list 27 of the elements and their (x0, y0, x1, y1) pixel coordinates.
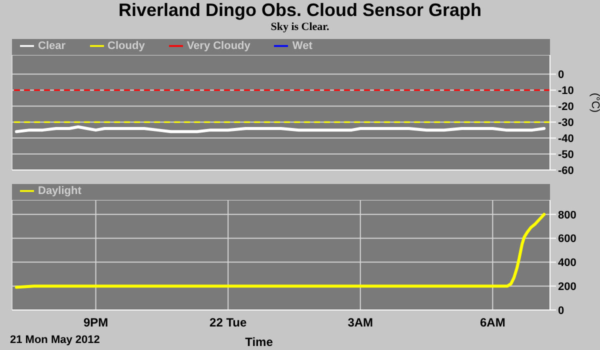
y-tick-label: -50 (558, 148, 574, 161)
y-tick-label: 800 (558, 209, 576, 222)
legend-label: Very Cloudy (186, 40, 250, 52)
y-tick-label: -60 (558, 164, 574, 177)
y-tick-label: -40 (558, 132, 574, 145)
legend-label: Wet (292, 40, 312, 52)
y-tick-label: -30 (558, 116, 574, 129)
y-tick-label: 200 (558, 280, 576, 293)
y-tick-label: -20 (558, 101, 574, 114)
line-series (14, 212, 546, 289)
legend-label: Cloudy (108, 40, 145, 52)
x-tick-label: 3AM (348, 316, 374, 330)
y-tick-label: 0 (558, 304, 564, 317)
legend-label: Daylight (38, 184, 82, 197)
y-tick-label: 400 (558, 257, 576, 270)
y-tick-label: -10 (558, 85, 574, 98)
text: 21 Mon May 2012 (10, 334, 100, 346)
x-axis-title: Time (245, 335, 274, 349)
y-tick-label: 0 (558, 69, 564, 82)
x-tick-label: 6AM (480, 316, 506, 330)
y-tick-label: 600 (558, 233, 576, 246)
chart-subtitle: Sky is Clear. (270, 21, 330, 35)
legend-label: Clear (38, 40, 66, 52)
chart-title: Riverland Dingo Obs. Cloud Sensor Graph (117, 0, 483, 21)
x-tick-label: 22 Tue (210, 316, 247, 330)
x-tick-label: 9PM (83, 316, 108, 330)
y-axis-title: (°C) (589, 92, 600, 112)
